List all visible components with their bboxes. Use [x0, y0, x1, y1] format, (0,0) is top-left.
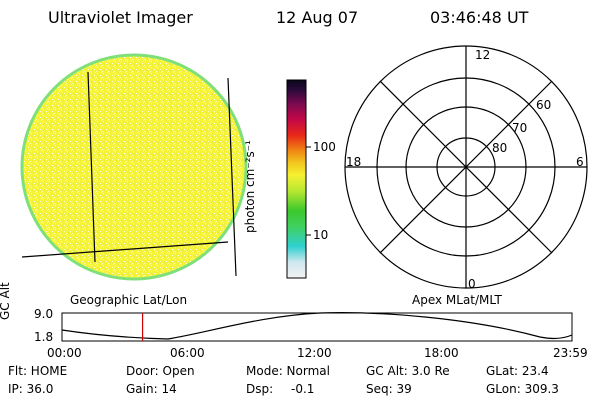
mlat-label-80: 80 [492, 141, 508, 155]
meridian-line [87, 71, 96, 263]
geographic-caption: Geographic Lat/Lon [70, 293, 188, 307]
mlt-label-18: 18 [346, 155, 362, 169]
gc-alt-axis-label: GC Alt [0, 282, 12, 320]
polar-plot [344, 45, 588, 289]
alt-tick-high: 9.0 [34, 307, 54, 321]
date-label: 12 Aug 07 [276, 8, 359, 27]
mlt-label-0: 0 [468, 277, 476, 291]
colorbar-tick-100: 100 [313, 140, 336, 154]
ip-status: IP: 36.0 [8, 382, 54, 396]
uv-image-disk [20, 53, 248, 281]
mlt-label-12: 12 [475, 48, 491, 62]
mlat-label-60: 60 [536, 98, 552, 112]
gc-alt-status: GC Alt: 3.0 Re [366, 364, 450, 378]
parallel-line [21, 241, 229, 258]
door-status: Door: Open [126, 364, 195, 378]
instrument-title: Ultraviolet Imager [48, 8, 193, 27]
time-tick: 00:00 [47, 346, 82, 360]
altitude-strip [61, 312, 573, 342]
time-tick: 23:59 [553, 346, 588, 360]
colorbar-unit-label: photon cm⁻²s⁻¹ [243, 140, 257, 233]
alt-tick-low: 1.8 [34, 330, 54, 344]
time-label: 03:46:48 UT [430, 8, 529, 27]
colorbar-tick-10: 10 [313, 228, 329, 242]
seq-status: Seq: 39 [366, 382, 412, 396]
dsp-value: -0.1 [291, 382, 315, 396]
gain-status: Gain: 14 [126, 382, 177, 396]
time-tick: 18:00 [424, 346, 459, 360]
colorbar [286, 79, 311, 279]
dsp-label: Dsp: [246, 382, 274, 396]
mlt-label-6: 6 [576, 155, 584, 169]
time-tick: 12:00 [297, 346, 332, 360]
apex-caption: Apex MLat/MLT [412, 293, 502, 307]
meridian-line [227, 77, 237, 277]
mode-status: Mode: Normal [246, 364, 330, 378]
glon-status: GLon: 309.3 [486, 382, 559, 396]
glat-status: GLat: 23.4 [486, 364, 549, 378]
time-tick: 06:00 [170, 346, 205, 360]
mlat-label-70: 70 [512, 121, 528, 135]
flt-status: Flt: HOME [8, 364, 68, 378]
